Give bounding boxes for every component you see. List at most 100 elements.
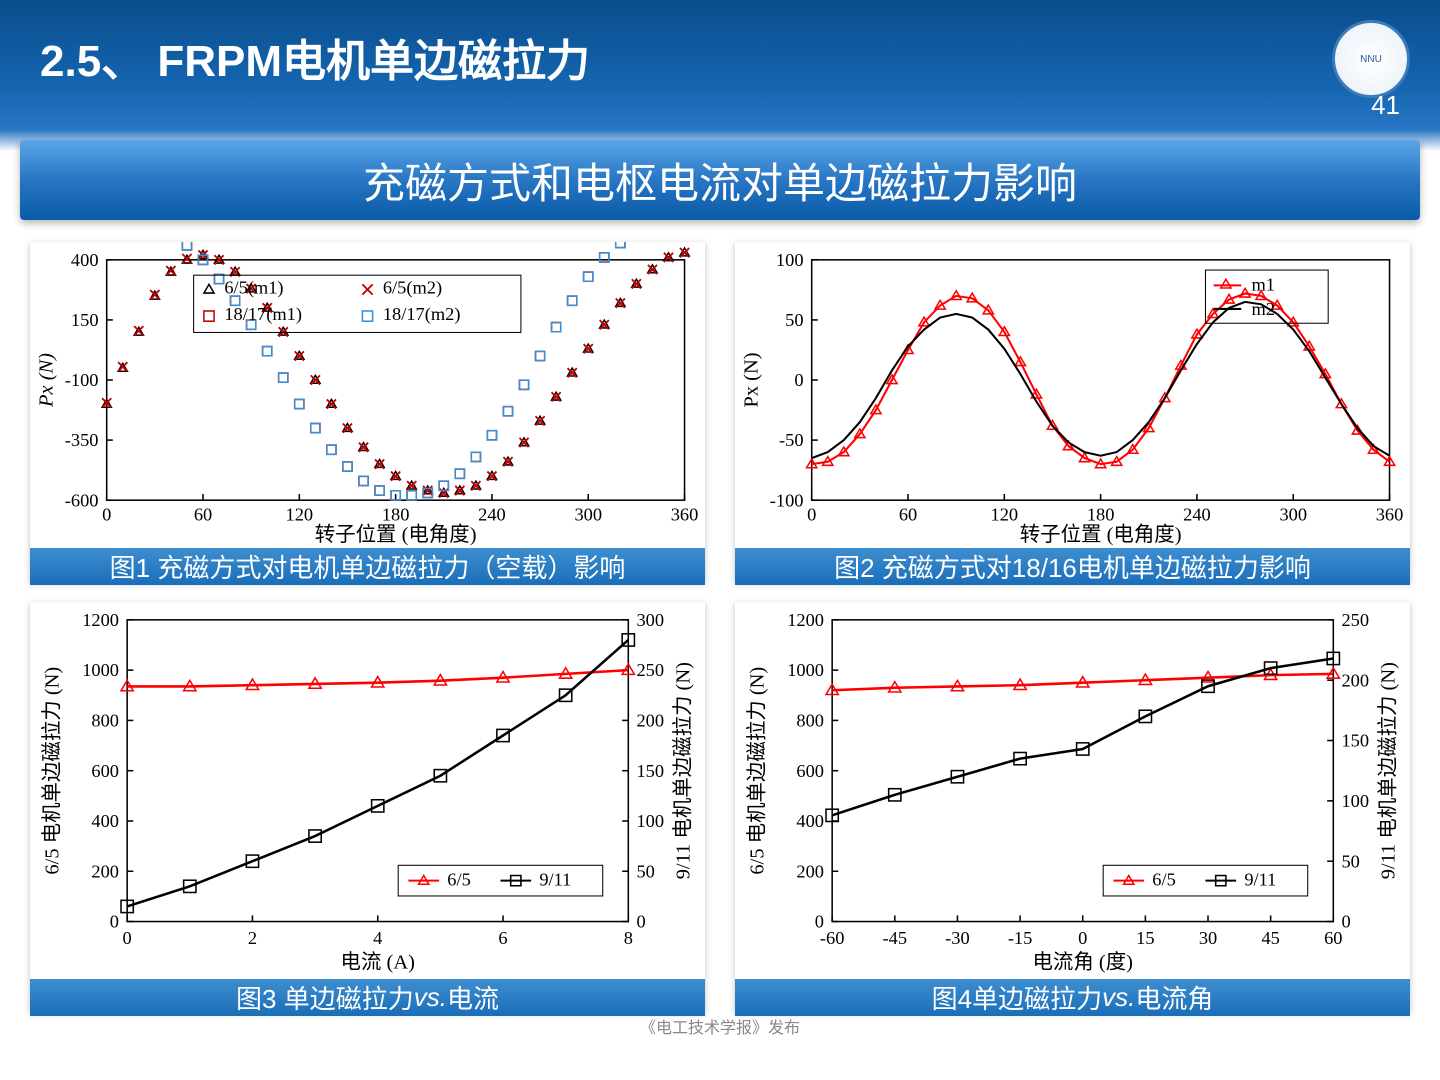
svg-text:4: 4 <box>373 928 382 948</box>
svg-text:0: 0 <box>636 912 645 932</box>
svg-text:9/11 电机单边磁拉力 (N): 9/11 电机单边磁拉力 (N) <box>672 662 695 879</box>
svg-text:8: 8 <box>624 928 633 948</box>
svg-text:240: 240 <box>478 505 506 525</box>
university-logo: NNU <box>1332 20 1410 98</box>
svg-text:200: 200 <box>1341 670 1369 690</box>
chart3-caption: 图3 单边磁拉力vs.电流 <box>30 979 705 1016</box>
svg-text:800: 800 <box>796 711 824 731</box>
svg-text:-15: -15 <box>1008 928 1033 948</box>
chart1-caption: 图1 充磁方式对电机单边磁拉力（空载）影响 <box>30 548 705 585</box>
svg-text:6: 6 <box>498 928 507 948</box>
watermark: 《电工技术学报》发布 <box>640 1014 800 1038</box>
svg-text:1000: 1000 <box>787 660 824 680</box>
svg-text:转子位置 (电角度): 转子位置 (电角度) <box>315 523 477 546</box>
svg-text:6/5 电机单边磁拉力 (N): 6/5 电机单边磁拉力 (N) <box>41 667 64 875</box>
svg-text:300: 300 <box>636 610 664 630</box>
svg-text:600: 600 <box>91 761 119 781</box>
svg-text:0: 0 <box>794 370 803 390</box>
svg-text:200: 200 <box>796 861 824 881</box>
svg-text:0: 0 <box>1341 912 1350 932</box>
svg-text:50: 50 <box>785 310 803 330</box>
svg-text:9/11 电机单边磁拉力 (N): 9/11 电机单边磁拉力 (N) <box>1377 662 1400 879</box>
svg-text:0: 0 <box>110 912 119 932</box>
svg-text:400: 400 <box>91 811 119 831</box>
svg-text:0: 0 <box>815 912 824 932</box>
svg-text:1200: 1200 <box>82 610 119 630</box>
svg-text:6/5 电机单边磁拉力 (N): 6/5 电机单边磁拉力 (N) <box>746 667 769 875</box>
svg-text:30: 30 <box>1199 928 1217 948</box>
svg-text:6/5(m2): 6/5(m2) <box>383 278 442 299</box>
subtitle-bar: 充磁方式和电枢电流对单边磁拉力影响 <box>20 140 1420 220</box>
svg-text:300: 300 <box>574 505 602 525</box>
chart1-panel: 0 60 120 180 240 300 360 -600 -350 -100 150 400 转子位置… <box>30 242 705 582</box>
svg-text:150: 150 <box>636 761 664 781</box>
svg-text:60: 60 <box>899 505 917 525</box>
chart4-caption: 图4单边磁拉力vs.电流角 <box>735 979 1410 1016</box>
header: 2.5、 FRPM电机单边磁拉力 NNU 41 <box>0 0 1440 130</box>
svg-text:-30: -30 <box>945 928 970 948</box>
svg-text:100: 100 <box>1341 791 1369 811</box>
svg-text:0: 0 <box>102 505 111 525</box>
svg-text:6/5: 6/5 <box>447 870 471 890</box>
subtitle-text: 充磁方式和电枢电流对单边磁拉力影响 <box>363 150 1077 211</box>
svg-text:360: 360 <box>671 505 699 525</box>
svg-text:800: 800 <box>91 711 119 731</box>
svg-text:-100: -100 <box>65 370 99 390</box>
svg-text:6/5: 6/5 <box>1152 870 1176 890</box>
svg-text:-600: -600 <box>65 490 99 510</box>
svg-text:60: 60 <box>1324 928 1342 948</box>
svg-text:600: 600 <box>796 761 824 781</box>
svg-text:m1: m1 <box>1251 275 1275 295</box>
svg-text:18/17(m1): 18/17(m1) <box>224 304 302 325</box>
svg-text:100: 100 <box>636 811 664 831</box>
svg-text:-50: -50 <box>779 430 804 450</box>
svg-text:60: 60 <box>194 505 212 525</box>
svg-text:9/11: 9/11 <box>1244 870 1276 890</box>
svg-text:400: 400 <box>796 811 824 831</box>
svg-text:1000: 1000 <box>82 660 119 680</box>
page-number: 41 <box>1371 90 1400 121</box>
svg-text:120: 120 <box>991 505 1019 525</box>
svg-text:200: 200 <box>91 861 119 881</box>
svg-text:m2: m2 <box>1251 299 1275 319</box>
svg-text:-100: -100 <box>770 490 804 510</box>
svg-text:6/5(m1): 6/5(m1) <box>224 278 283 299</box>
svg-text:15: 15 <box>1136 928 1154 948</box>
chart4-panel: -60-45-30-150153045600200400600800100012… <box>735 602 1410 1012</box>
section-title: 2.5、 FRPM电机单边磁拉力 <box>40 25 1400 89</box>
svg-text:0: 0 <box>807 505 816 525</box>
svg-text:50: 50 <box>636 861 654 881</box>
svg-text:150: 150 <box>71 310 99 330</box>
charts-grid: 060120180240300360-600-350-100150400转子位置… <box>0 232 1440 1012</box>
chart2-caption: 图2 充磁方式对18/16电机单边磁拉力影响 <box>735 548 1410 585</box>
svg-text:Px (N): Px (N) <box>741 352 763 407</box>
svg-text:电流角 (度): 电流角 (度) <box>1032 951 1132 974</box>
svg-text:50: 50 <box>1341 851 1359 871</box>
svg-text:0: 0 <box>123 928 132 948</box>
chart2-panel: 0 60 120 180 240 300 360 -100 -50 0 50 100 转子位置 (电角度… <box>735 242 1410 582</box>
svg-text:1200: 1200 <box>787 610 824 630</box>
svg-text:120: 120 <box>286 505 314 525</box>
svg-text:360: 360 <box>1376 505 1404 525</box>
chart3-panel: 0246802004006008001000120005010015020025… <box>30 602 705 1012</box>
svg-text:-45: -45 <box>883 928 908 948</box>
svg-text:18/17(m2): 18/17(m2) <box>383 304 461 325</box>
svg-text:100: 100 <box>776 250 804 270</box>
svg-text:300: 300 <box>1279 505 1307 525</box>
svg-text:Px (N): Px (N) <box>36 353 58 408</box>
svg-text:45: 45 <box>1261 928 1279 948</box>
svg-text:250: 250 <box>1341 610 1369 630</box>
svg-text:240: 240 <box>1183 505 1211 525</box>
svg-text:电流 (A): 电流 (A) <box>341 951 415 974</box>
svg-text:转子位置 (电角度): 转子位置 (电角度) <box>1020 523 1182 546</box>
svg-text:0: 0 <box>1078 928 1087 948</box>
svg-text:2: 2 <box>248 928 257 948</box>
svg-text:250: 250 <box>636 660 664 680</box>
svg-text:-350: -350 <box>65 430 99 450</box>
svg-text:180: 180 <box>1087 505 1115 525</box>
svg-text:150: 150 <box>1341 731 1369 751</box>
svg-text:180: 180 <box>382 505 410 525</box>
svg-text:400: 400 <box>71 250 99 270</box>
svg-text:9/11: 9/11 <box>539 870 571 890</box>
svg-text:200: 200 <box>636 711 664 731</box>
